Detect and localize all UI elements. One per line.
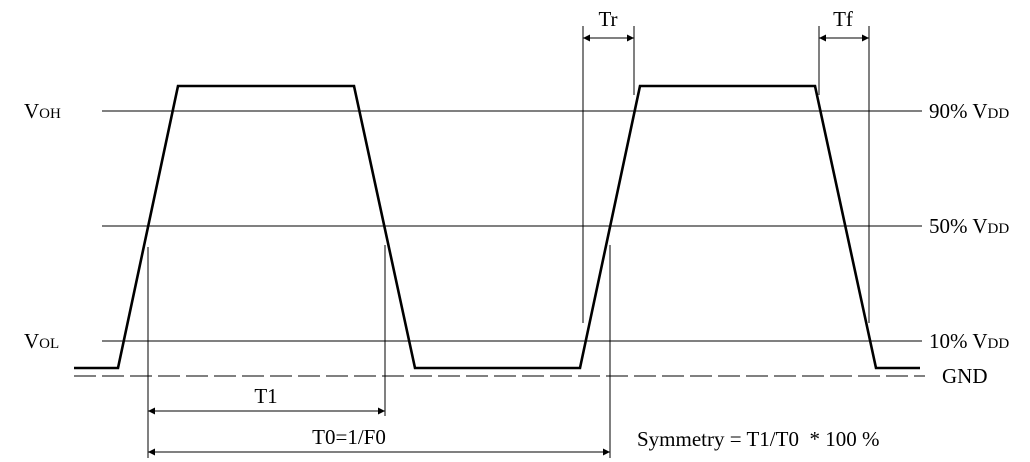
vol-label: VOL (24, 329, 59, 353)
label-90-vdd: 90% VDD (929, 99, 1009, 123)
symmetry-formula: Symmetry = T1/T0 * 100 % (637, 427, 879, 451)
label-10-vdd: 10% VDD (929, 329, 1009, 353)
voh-label: VOH (24, 99, 61, 123)
t1-label: T1 (254, 384, 277, 408)
tr-label: Tr (598, 7, 617, 31)
label-50-vdd: 50% VDD (929, 214, 1009, 238)
t0-label: T0=1/F0 (312, 425, 386, 449)
gnd-label: GND (942, 364, 988, 388)
tf-label: Tf (833, 7, 853, 31)
clock-waveform (74, 84, 920, 370)
